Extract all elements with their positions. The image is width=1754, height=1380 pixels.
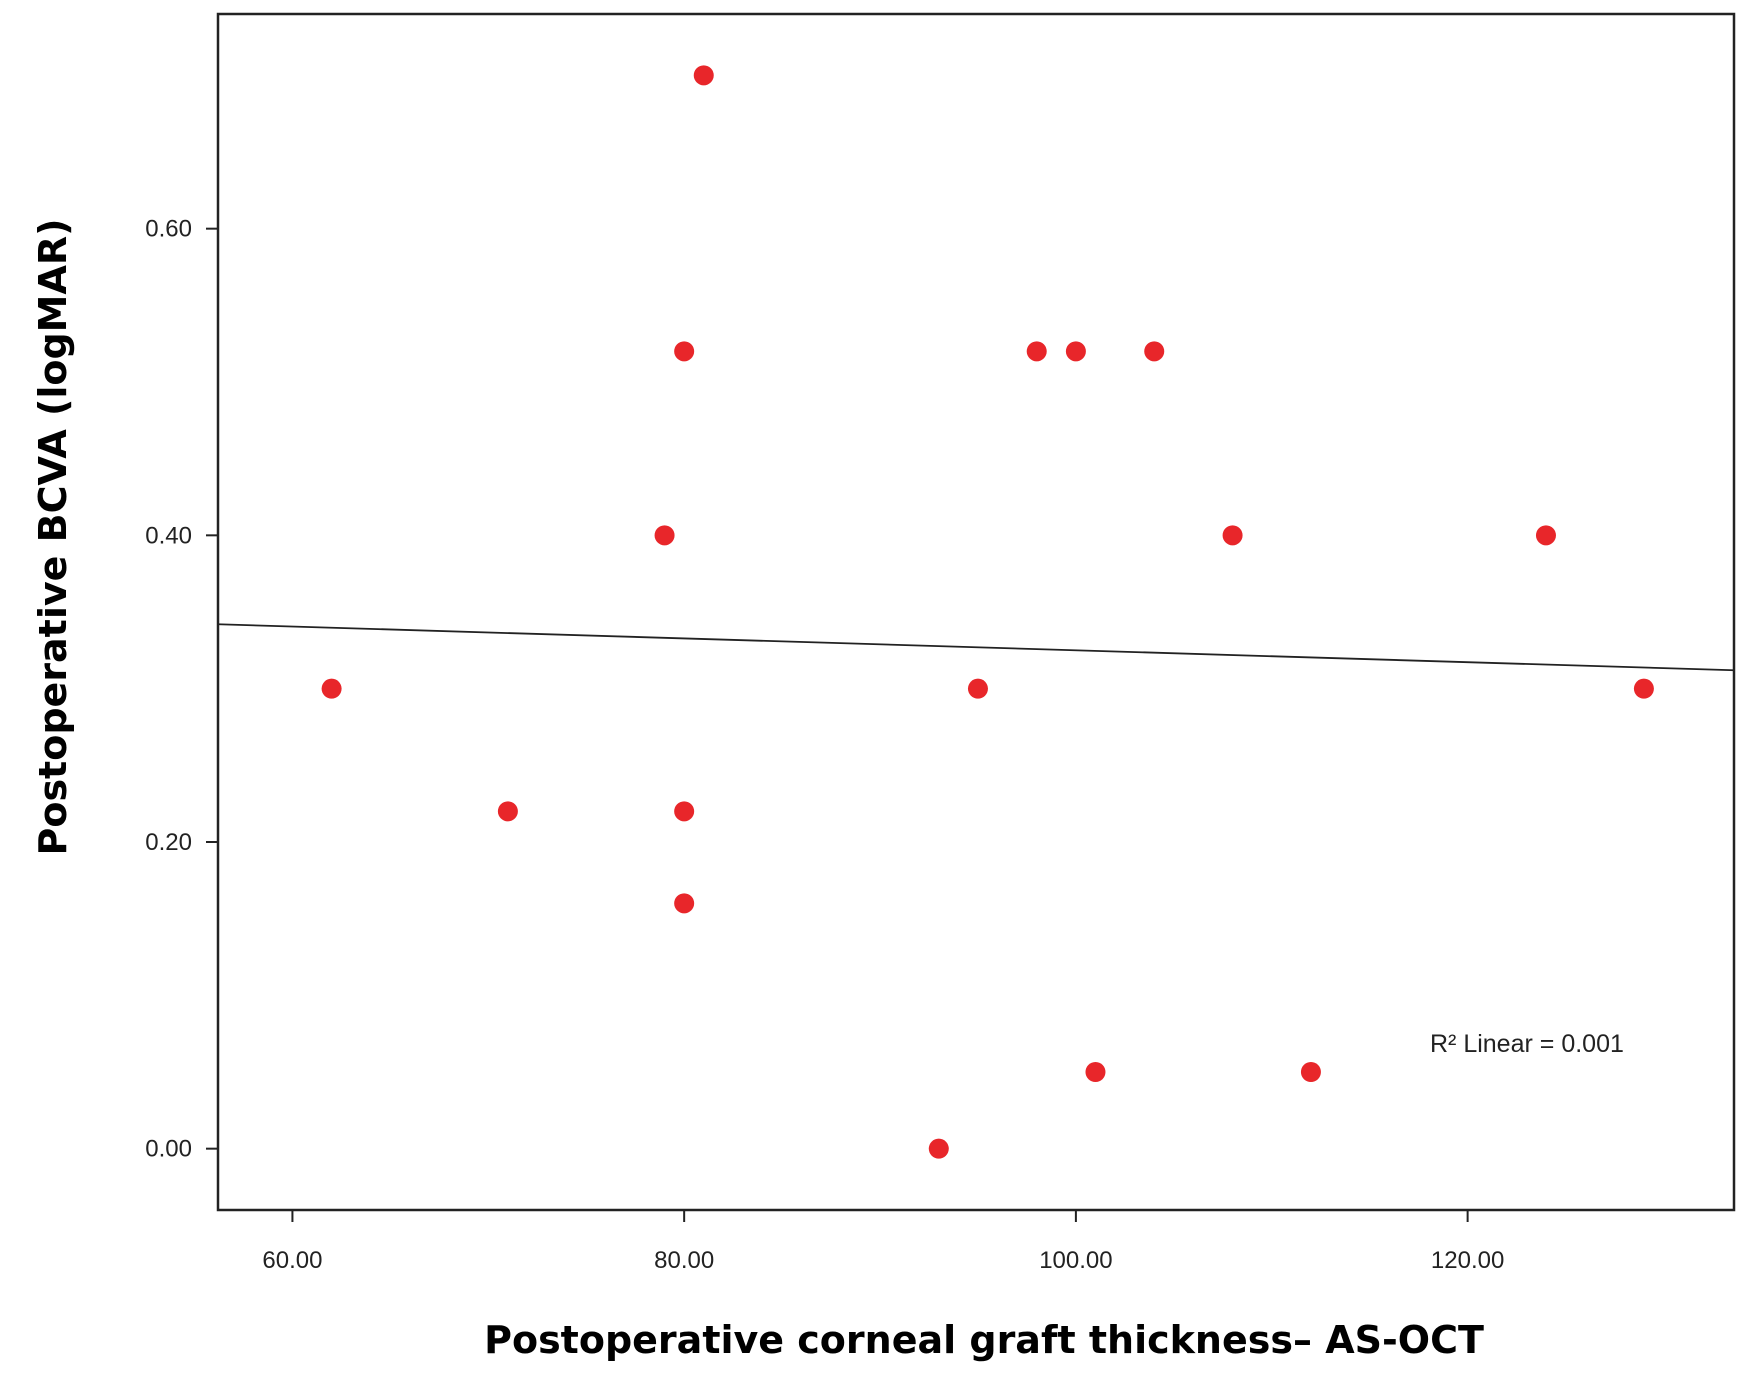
y-axis-ticks: 0.00 0.20 0.40 0.60 [145,216,218,1163]
data-point [693,65,714,86]
data-point [1144,341,1165,362]
plot-frame [216,12,1736,1212]
x-tick-label: 120.00 [1431,1247,1504,1274]
data-point [1026,341,1047,362]
data-point [497,801,518,822]
data-point [654,525,675,546]
y-tick-label: 0.00 [145,1136,192,1163]
y-axis-title: Postoperative BCVA (logMAR) [31,218,75,855]
y-tick-label: 0.40 [145,522,192,549]
y-tick-label: 0.20 [145,829,192,856]
x-tick-label: 100.00 [1039,1247,1112,1274]
data-point [1222,525,1243,546]
data-point [674,893,695,914]
data-point [1300,1062,1321,1082]
y-tick-label: 0.60 [145,216,192,243]
data-point [674,341,695,362]
data-point [674,801,695,822]
x-tick-label: 80.00 [654,1247,714,1274]
r2-value: 0.001 [1561,1030,1624,1058]
data-point [1633,678,1654,699]
data-point [1085,1062,1106,1082]
data-point [967,678,988,699]
x-axis-ticks: 60.00 80.00 100.00 120.00 [262,1210,1504,1274]
data-point [1535,525,1556,546]
data-point [928,1138,949,1159]
x-tick-label: 60.00 [262,1247,322,1274]
data-point [321,678,342,699]
data-point [1065,341,1086,362]
r2-label: R² Linear = [1430,1030,1561,1058]
linear-fit-line [217,623,1735,672]
x-axis-title: Postoperative corneal graft thickness– A… [484,1318,1484,1362]
data-points [321,65,1654,1159]
r2-annotation: R² Linear = 0.001 [1430,1030,1624,1058]
